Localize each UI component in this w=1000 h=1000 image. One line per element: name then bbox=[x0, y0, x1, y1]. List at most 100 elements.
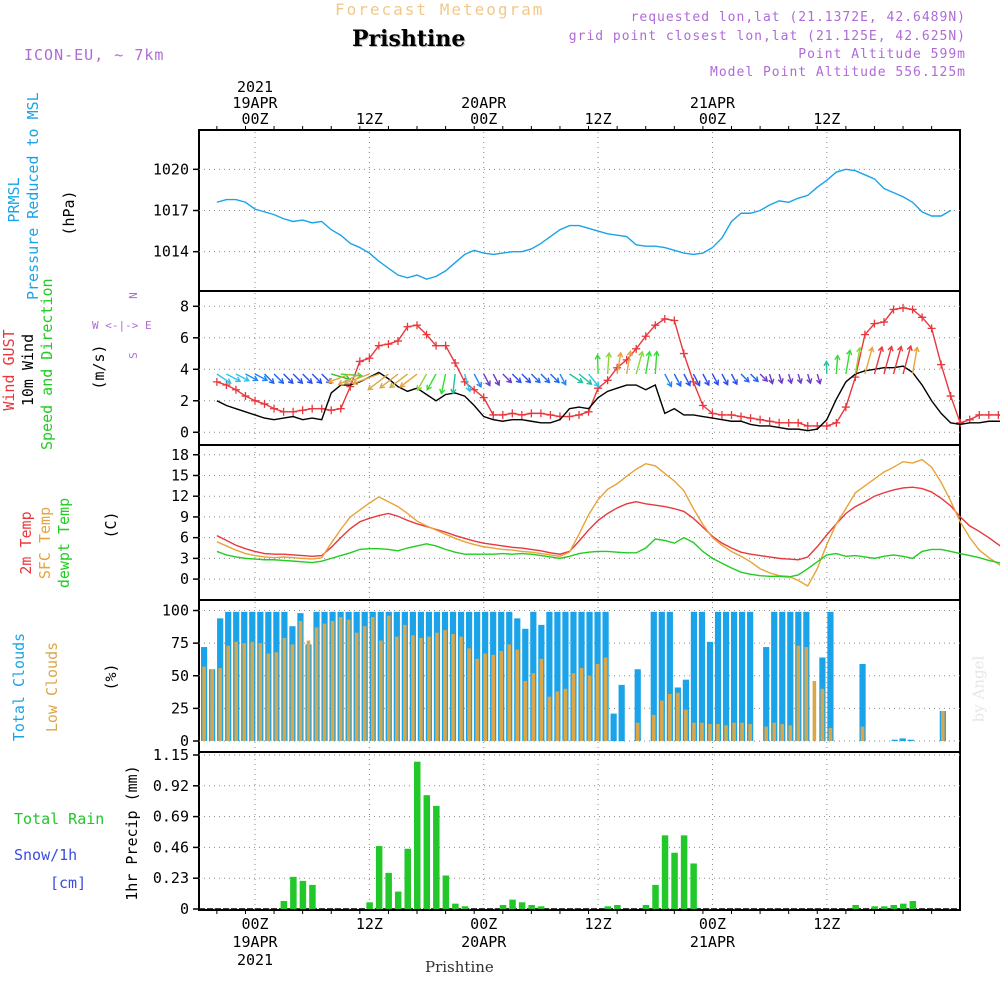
gust-marker bbox=[651, 321, 660, 330]
low-cloud-bar bbox=[378, 640, 383, 741]
wind-arrow bbox=[473, 373, 482, 389]
low-cloud-bar bbox=[780, 724, 785, 741]
wind-arrow-shaft bbox=[845, 350, 851, 375]
wind-arrow bbox=[302, 373, 313, 385]
wind-arrow bbox=[311, 373, 323, 385]
rain-label: Total Rain bbox=[14, 810, 105, 828]
rain-bar bbox=[871, 906, 878, 909]
wind-arrow-shaft bbox=[768, 373, 774, 384]
gust-marker bbox=[803, 421, 812, 430]
low-cloud-bar bbox=[403, 624, 407, 741]
low-cloud-bar bbox=[603, 657, 608, 741]
low-cloud-bar bbox=[306, 640, 311, 741]
gust-marker bbox=[508, 409, 517, 418]
gust-marker bbox=[212, 377, 221, 386]
panel-frame-precip bbox=[198, 751, 961, 911]
ytick-label-pressure: 1017 bbox=[153, 202, 189, 220]
wind-arrow bbox=[815, 373, 823, 385]
gust-marker bbox=[946, 392, 955, 401]
wind-arrow bbox=[502, 373, 513, 384]
wind-arrow-shaft bbox=[463, 373, 471, 392]
wind-arrow-head bbox=[515, 377, 522, 384]
low-cloud-bar bbox=[370, 617, 375, 741]
low-cloud-bar bbox=[362, 626, 367, 741]
wind-arrow-head bbox=[439, 388, 446, 395]
wind-arrow-shaft bbox=[549, 373, 560, 383]
low-cloud-bar bbox=[346, 619, 351, 741]
wind-arrow-head bbox=[694, 380, 701, 387]
ytick-label-precip: 0.69 bbox=[153, 808, 189, 826]
wind-arrow bbox=[226, 373, 242, 383]
low-cloud-bar bbox=[274, 652, 279, 741]
wind-arrow bbox=[492, 373, 501, 387]
wind-arrow-shaft bbox=[440, 373, 447, 394]
temp-sfc-line bbox=[216, 458, 1000, 587]
gust-marker bbox=[841, 403, 850, 412]
total-cloud-bar bbox=[658, 611, 665, 741]
gust-marker bbox=[298, 406, 307, 415]
ytick-label-temp: 3 bbox=[180, 549, 189, 567]
low-cloud-bar bbox=[411, 635, 415, 741]
wind-arrow-head bbox=[676, 380, 682, 388]
wind-arrow bbox=[616, 351, 624, 375]
ytick-label-clouds: 75 bbox=[171, 634, 189, 652]
low-cloud-bar bbox=[748, 724, 752, 741]
gust-marker bbox=[403, 322, 412, 331]
total-cloud-bar bbox=[779, 611, 786, 741]
wind-arrow-shaft bbox=[264, 373, 275, 384]
wind-arrow bbox=[245, 373, 259, 382]
wind-arrow-shaft bbox=[273, 373, 284, 384]
wind-arrow-shaft bbox=[328, 373, 351, 383]
gust-marker bbox=[384, 340, 393, 349]
bottom-time-label: 19APR bbox=[232, 933, 278, 951]
wind-arrow bbox=[834, 354, 841, 375]
wind-arrow-head bbox=[316, 378, 323, 385]
top-time-label: 21APR bbox=[690, 94, 736, 112]
top-time-label: 19APR bbox=[232, 94, 278, 112]
wind-arrow bbox=[588, 373, 600, 388]
low-cloud-bar bbox=[507, 644, 512, 741]
wind-arrow-head bbox=[732, 379, 738, 386]
wind-arrow-head bbox=[605, 351, 612, 358]
low-cloud-bar bbox=[668, 694, 672, 741]
total-cloud-bar bbox=[666, 611, 673, 741]
gust-marker bbox=[717, 410, 726, 419]
wind-arrow-head bbox=[906, 344, 913, 352]
wind-arrow-shaft bbox=[379, 373, 399, 389]
low-cloud-bar bbox=[684, 709, 688, 741]
wind-arrow-head bbox=[704, 380, 710, 387]
wind-arrow bbox=[721, 373, 729, 386]
low-cloud-bar bbox=[250, 641, 255, 741]
gust-marker bbox=[231, 385, 240, 394]
wind-arrow bbox=[530, 373, 541, 384]
ytick-label-wind: 6 bbox=[180, 329, 189, 347]
total-cloud-bar bbox=[634, 669, 641, 741]
wind-arrow bbox=[351, 373, 380, 386]
wind-arrow-head bbox=[593, 381, 600, 388]
wind-arrow bbox=[911, 346, 920, 375]
total-cloud-bar bbox=[706, 641, 714, 741]
total-cloud-bar bbox=[554, 611, 561, 741]
rain-bar bbox=[528, 904, 535, 909]
wind-arrow-head bbox=[485, 380, 491, 387]
low-cloud-bar bbox=[595, 664, 600, 741]
low-cloud-bar bbox=[338, 617, 343, 741]
wind-arrow bbox=[711, 373, 720, 386]
wind-arrow-shaft bbox=[367, 373, 389, 391]
rain-bar bbox=[461, 906, 469, 909]
info-gridpoint: grid point closest lon,lat (21.125E, 42.… bbox=[568, 29, 966, 44]
wind-arrow bbox=[777, 373, 784, 385]
total-cloud-bar bbox=[730, 611, 738, 741]
rain-bar bbox=[890, 904, 898, 909]
wind-arrow bbox=[367, 373, 389, 391]
wind-arrow bbox=[463, 373, 472, 393]
wind-arrow-shaft bbox=[416, 373, 428, 391]
bottom-time-label: 20APR bbox=[461, 933, 507, 951]
rain-bar bbox=[499, 904, 507, 909]
wind-arrow-shaft bbox=[226, 373, 241, 382]
wind-arrow bbox=[426, 373, 437, 391]
gust-marker bbox=[899, 303, 908, 312]
model-label: ICON-EU, ~ 7km bbox=[24, 46, 165, 64]
low-cloud-bar bbox=[491, 654, 495, 741]
